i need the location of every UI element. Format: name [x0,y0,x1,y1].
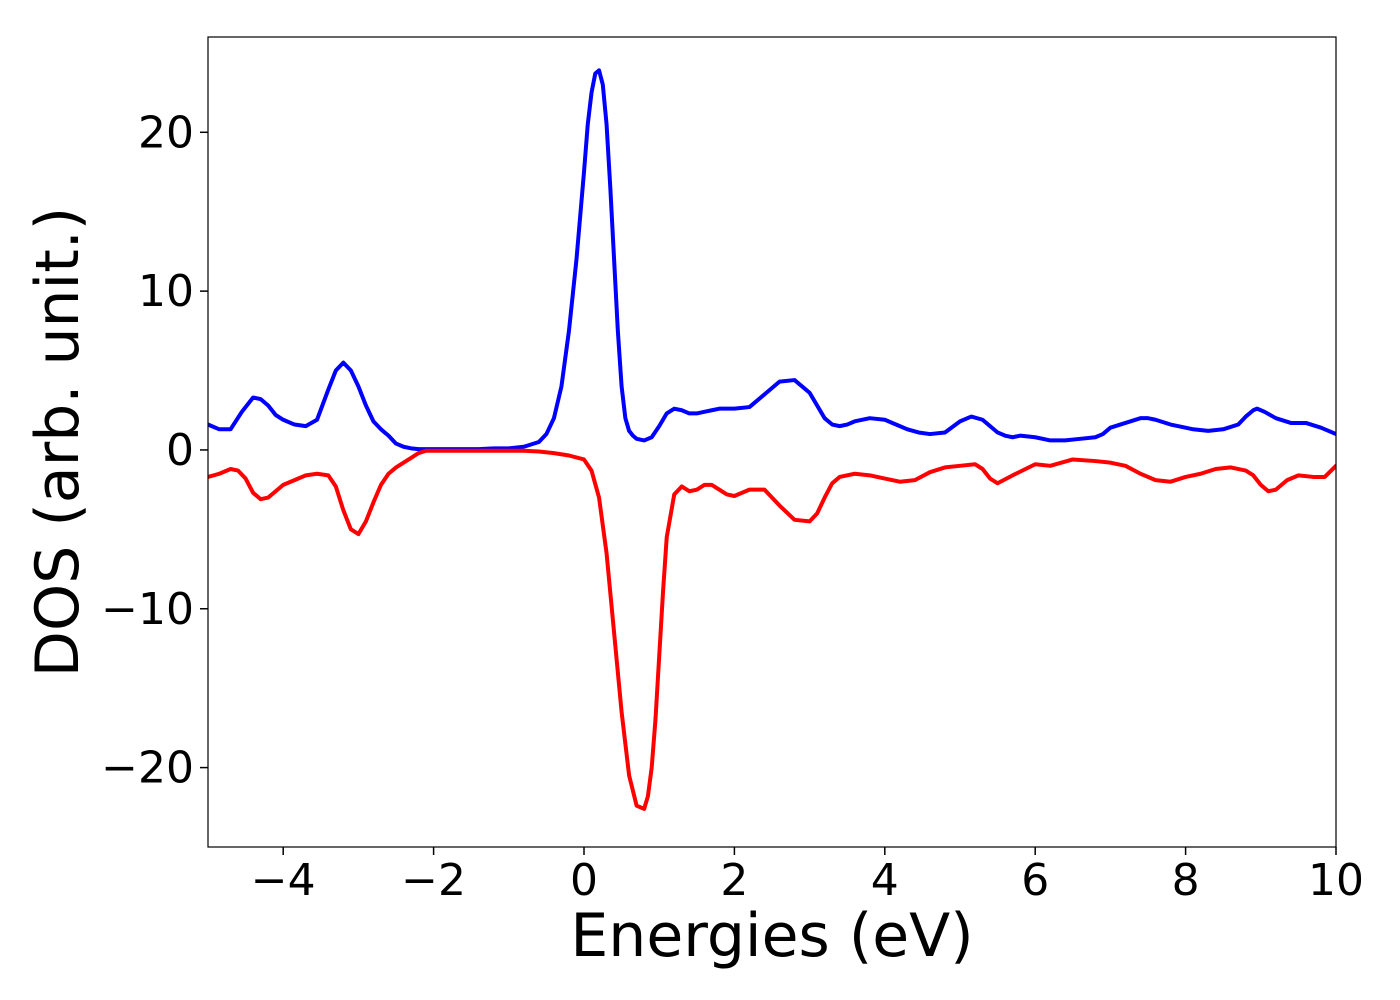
x-axis-label: Energies (eV) [570,901,973,971]
dos-spin-down-line [208,448,1336,811]
x-tick-label: −2 [401,855,466,906]
y-axis-ticks: −20 −10 0 10 20 [101,107,208,794]
x-tick-label: 4 [871,855,899,906]
y-tick-label: −20 [101,743,194,794]
x-tick-label: 0 [570,855,598,906]
y-axis-label: DOS (arb. unit.) [23,207,93,677]
dos-spin-up-line [208,68,1336,452]
x-tick-label: 10 [1308,855,1364,906]
x-tick-label: 8 [1172,855,1200,906]
x-tick-label: −4 [251,855,316,906]
x-tick-label: 6 [1021,855,1049,906]
plot-area [208,68,1336,811]
plot-frame [207,36,1337,848]
x-axis-ticks: −4 −2 0 2 4 6 8 10 [251,847,1364,906]
y-tick-label: 20 [138,107,194,158]
x-tick-label: 2 [720,855,748,906]
y-tick-label: −10 [101,584,194,635]
y-tick-label: 0 [166,425,194,476]
y-tick-label: 10 [138,266,194,317]
